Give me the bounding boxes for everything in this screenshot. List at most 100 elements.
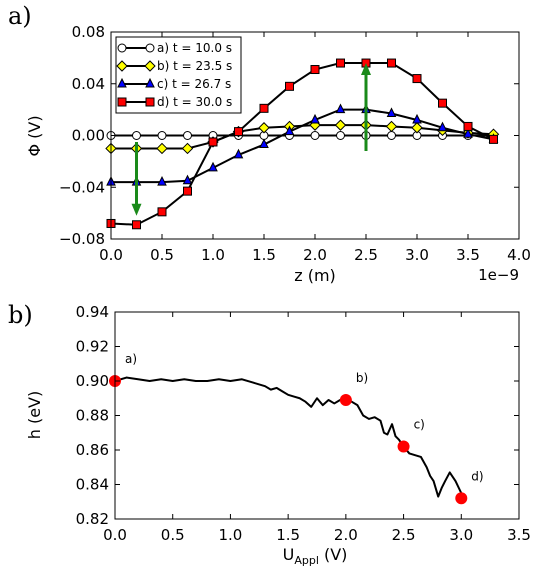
series-2-point bbox=[181, 142, 194, 155]
series-1-point bbox=[157, 131, 167, 140]
y-tick-label: 0.82 bbox=[76, 510, 109, 528]
chart-b-xlabel-unit: (V) bbox=[319, 545, 348, 564]
x-tick-label: 2.0 bbox=[303, 246, 327, 264]
highlight-label-2: b) bbox=[356, 371, 368, 385]
x-tick-label: 1.5 bbox=[252, 246, 276, 264]
series-4-point bbox=[132, 220, 141, 230]
series-4-point bbox=[463, 121, 473, 131]
x-tick-label: 1.5 bbox=[276, 526, 300, 544]
legend-label: c) t = 26.7 s bbox=[157, 77, 231, 91]
series-4-point bbox=[285, 81, 294, 91]
x-tick-label: 3.0 bbox=[449, 526, 473, 544]
chart-a: 0.0 0.5 1.0 1.5 2.0 2.5 3.0 3.5 4.0 −0.08 −0.04 0.0… bbox=[25, 23, 531, 285]
series-3-point bbox=[233, 148, 244, 159]
series-line-2 bbox=[111, 124, 494, 150]
series-1-point bbox=[183, 131, 192, 140]
y-tick-label: 0.04 bbox=[72, 75, 105, 93]
y-tick-label: 0.86 bbox=[76, 441, 109, 459]
series-4-point bbox=[183, 186, 192, 196]
highlight-label-1: a) bbox=[125, 352, 137, 366]
series-3-point bbox=[386, 107, 397, 118]
legend-label: b) t = 23.5 s bbox=[157, 59, 232, 73]
chart-b-xlabel-sub: Appl bbox=[294, 554, 319, 567]
x-tick-label: 3.5 bbox=[507, 526, 531, 544]
barrier-height-line bbox=[114, 376, 463, 498]
series-3-point bbox=[310, 113, 320, 124]
series-4-point bbox=[208, 137, 218, 147]
x-tick-label: 4.0 bbox=[507, 246, 531, 264]
x-tick-label: 2.0 bbox=[334, 526, 358, 544]
series-3-point bbox=[335, 103, 346, 114]
x-tick-label: 0.0 bbox=[103, 526, 127, 544]
legend-marker bbox=[145, 77, 155, 88]
series-3-point bbox=[157, 175, 167, 186]
series-2-point bbox=[411, 122, 423, 134]
chart-b-xlabel-main: U bbox=[283, 545, 295, 564]
series-4-point bbox=[259, 103, 269, 113]
series-line-4 bbox=[110, 62, 494, 226]
arrow-head-1 bbox=[131, 203, 142, 216]
highlight-label-3: c) bbox=[414, 418, 425, 432]
chart-b-xlabel: UAppl (V) bbox=[283, 545, 348, 567]
series-3-point bbox=[208, 161, 218, 172]
series-1-point bbox=[132, 131, 141, 140]
series-1-point bbox=[387, 131, 396, 140]
chart-a-legend: a) t = 10.0 s b) t = 23.5 s c) t = 26.7 s d… bbox=[115, 36, 242, 114]
panel-label-b: b) bbox=[8, 301, 33, 329]
y-tick-label: 0.88 bbox=[76, 407, 109, 425]
panel-label-a: a) bbox=[8, 2, 32, 30]
y-tick-label: −0.04 bbox=[59, 178, 105, 196]
series-3-point bbox=[437, 121, 448, 132]
series-4-point bbox=[412, 74, 422, 84]
x-tick-label: 2.5 bbox=[354, 246, 378, 264]
series-4-point bbox=[157, 207, 167, 217]
highlight-point-4 bbox=[455, 492, 468, 505]
chart-b: a) b) c) d) 0.0 0.5 1.0 1.5 2.0 2.5 3.0 3.5 0.82 0.8… bbox=[25, 303, 531, 567]
legend-label: d) t = 30.0 s bbox=[157, 95, 232, 109]
x-tick-label: 0.5 bbox=[150, 246, 174, 264]
x-tick-label: 3.5 bbox=[456, 246, 480, 264]
series-3-point bbox=[412, 113, 422, 124]
series-2-point bbox=[385, 120, 398, 133]
series-2-point bbox=[334, 119, 347, 131]
chart-a-ylabel: Φ (V) bbox=[25, 115, 44, 156]
series-2-point bbox=[258, 122, 270, 134]
series-1-point bbox=[336, 131, 345, 140]
legend-marker bbox=[117, 97, 127, 107]
x-tick-label: 0.5 bbox=[161, 526, 185, 544]
x-tick-label: 1.0 bbox=[218, 526, 242, 544]
legend-marker bbox=[145, 97, 155, 107]
highlight-point-3 bbox=[397, 440, 410, 453]
chart-b-ylabel: h (eV) bbox=[25, 391, 44, 440]
series-2-point bbox=[156, 142, 168, 155]
y-tick-label: 0.90 bbox=[76, 372, 109, 390]
y-tick-label: 0.08 bbox=[72, 23, 105, 41]
series-1-point bbox=[310, 131, 320, 140]
arrow-head-2 bbox=[361, 63, 371, 76]
x-tick-label: 2.5 bbox=[392, 526, 416, 544]
legend-marker bbox=[145, 43, 155, 53]
y-tick-label: 0.00 bbox=[72, 127, 105, 145]
series-4-point bbox=[387, 58, 396, 68]
series-4-point bbox=[438, 98, 447, 108]
series-4-point bbox=[310, 65, 320, 75]
y-tick-label: 0.84 bbox=[76, 476, 109, 494]
y-tick-label: 0.94 bbox=[76, 303, 109, 321]
legend-marker bbox=[117, 77, 127, 88]
legend-marker bbox=[144, 60, 156, 72]
series-line-3 bbox=[111, 108, 494, 184]
series-3-point bbox=[463, 128, 473, 138]
legend-marker bbox=[117, 43, 127, 53]
legend-box bbox=[115, 36, 242, 114]
highlight-point-2 bbox=[339, 393, 352, 406]
series-4-point bbox=[336, 58, 345, 68]
legend-marker bbox=[116, 60, 128, 72]
series-3-point bbox=[259, 138, 269, 149]
series-4-point bbox=[234, 127, 243, 137]
y-tick-label: −0.08 bbox=[59, 230, 105, 248]
series-4-point bbox=[489, 134, 498, 144]
legend-label: a) t = 10.0 s bbox=[157, 41, 232, 55]
x-tick-label: 3.0 bbox=[405, 246, 429, 264]
chart-a-xlabel: z (m) bbox=[294, 266, 336, 285]
